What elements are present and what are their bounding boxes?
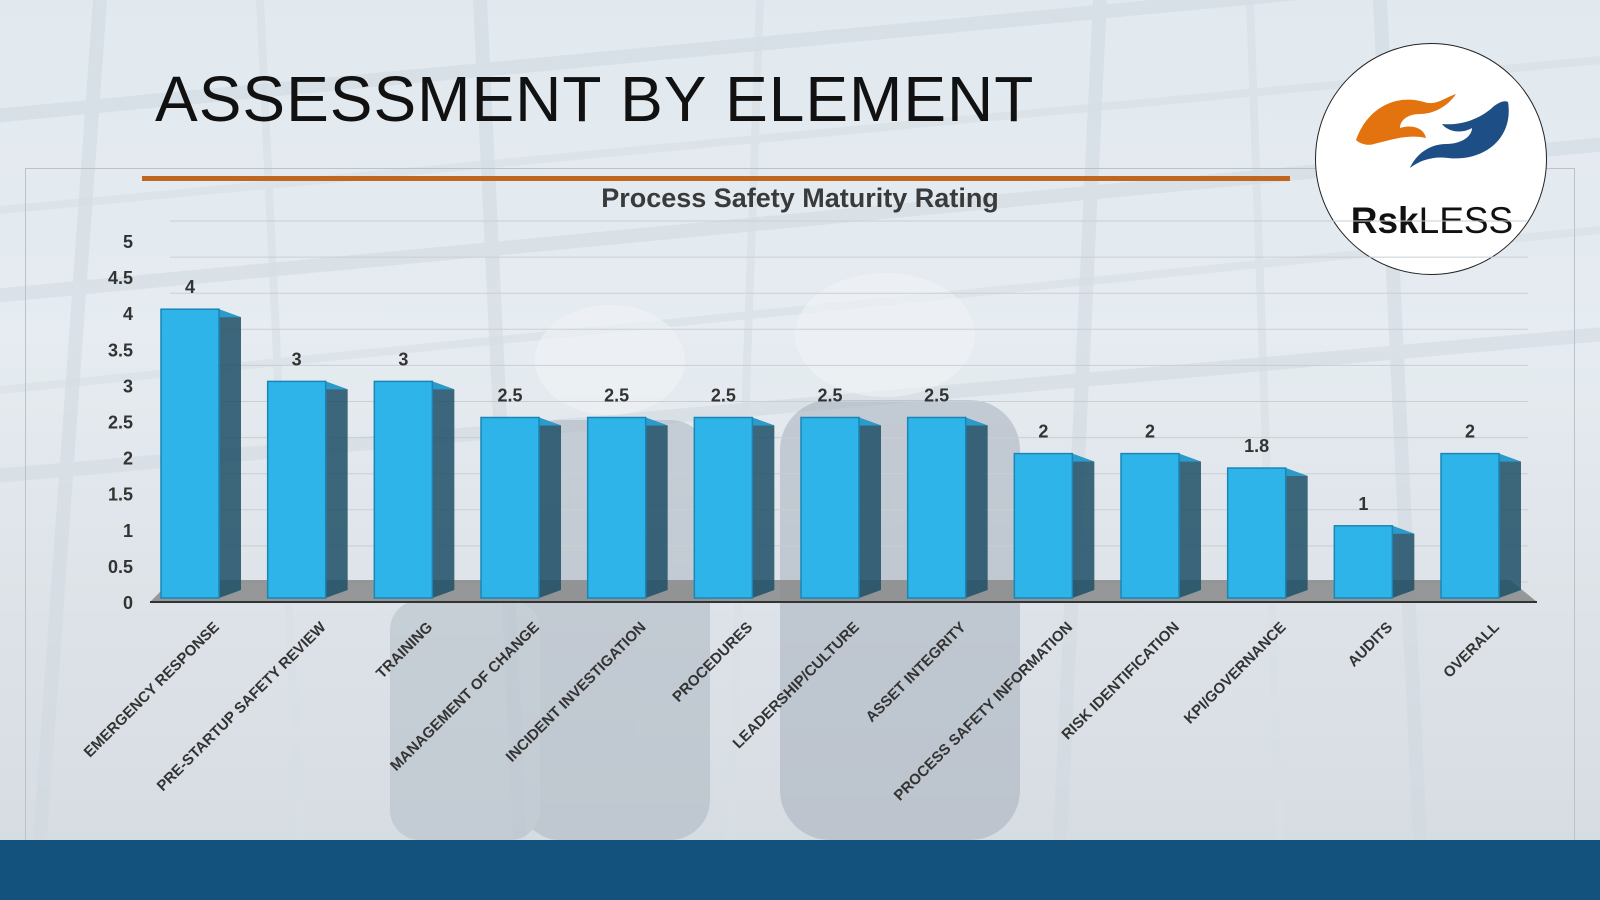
bar-front — [1333, 525, 1394, 599]
bar-front — [1013, 452, 1074, 599]
x-tick-label: KPI/GOVERNANCE — [1181, 619, 1290, 728]
bar-front — [586, 416, 647, 599]
bar-side — [1179, 453, 1201, 598]
data-label: 4 — [185, 277, 195, 297]
x-tick-label: ASSET INTEGRITY — [863, 619, 970, 726]
bar-side — [752, 417, 775, 598]
bar-front — [1120, 452, 1180, 599]
bar-side — [325, 381, 348, 598]
x-tick-label: PROCEDURES — [669, 619, 756, 706]
bar — [693, 416, 775, 599]
bar-side — [1285, 468, 1308, 598]
bar — [1440, 452, 1521, 599]
bar-front — [480, 416, 540, 599]
y-tick-label: 3 — [123, 376, 133, 396]
bar — [1226, 467, 1308, 599]
footer-bar — [0, 840, 1600, 900]
bar — [800, 416, 881, 599]
data-label: 2.5 — [817, 386, 842, 406]
data-label: 2 — [1038, 422, 1048, 442]
y-axis-ticks: 0 0.5 1 1.5 2 2.5 3 3.5 4 4.5 5 — [108, 232, 133, 613]
data-label: 2 — [1145, 422, 1155, 442]
y-tick-label: 4 — [123, 304, 133, 324]
y-tick-label: 4.5 — [108, 268, 133, 288]
bar — [480, 416, 561, 599]
bar-series — [160, 308, 1521, 599]
y-tick-label: 0 — [123, 593, 133, 613]
x-tick-label: RISK IDENTIFICATION — [1058, 619, 1182, 743]
data-label: 2.5 — [604, 386, 629, 406]
y-tick-label: 5 — [123, 232, 133, 252]
bar — [906, 416, 988, 599]
bar — [266, 380, 348, 599]
data-label: 2 — [1465, 422, 1475, 442]
data-label: 1 — [1358, 494, 1368, 514]
chart-title: Process Safety Maturity Rating — [601, 183, 999, 213]
bar-side — [539, 417, 561, 598]
bar-side — [859, 417, 881, 598]
y-tick-label: 2 — [123, 449, 133, 469]
x-tick-label: OVERALL — [1440, 619, 1503, 682]
bar-side — [1072, 453, 1095, 598]
bar-front — [1440, 452, 1500, 599]
x-tick-label: AUDITS — [1345, 619, 1397, 671]
bar-front — [373, 380, 434, 599]
x-tick-label: TRAINING — [373, 619, 436, 682]
x-tick-label: PROCESS SAFETY INFORMATION — [891, 619, 1076, 804]
y-tick-label: 1 — [123, 521, 133, 541]
logo-hands-icon — [1356, 94, 1509, 168]
bar-front — [160, 308, 220, 599]
data-label: 2.5 — [924, 386, 949, 406]
data-label: 2.5 — [497, 386, 522, 406]
data-label: 3 — [398, 349, 408, 369]
y-tick-label: 1.5 — [108, 485, 133, 505]
data-label: 1.8 — [1244, 436, 1269, 456]
data-label: 3 — [292, 349, 302, 369]
bar-chart: 0 0.5 1 1.5 2 2.5 3 3.5 4 4.5 5 4 3 3 2.5 2.5 2.5 2.5 2.5… — [81, 183, 1537, 804]
x-tick-label: PRE-STARTUP SAFETY REVIEW — [154, 618, 330, 794]
bar-front — [266, 380, 327, 599]
y-tick-label: 2.5 — [108, 413, 133, 433]
bar-front — [800, 416, 860, 599]
bar — [1333, 525, 1415, 599]
bar — [1013, 452, 1095, 599]
bar-side — [1392, 525, 1415, 598]
bar-side — [965, 417, 988, 598]
bar-front — [906, 416, 967, 599]
bar-front — [1226, 467, 1287, 599]
title-underline — [142, 176, 1290, 181]
data-labels: 4 3 3 2.5 2.5 2.5 2.5 2.5 2 2 1.8 1 2 — [185, 277, 1475, 514]
rskless-logo: RskLESS — [1315, 43, 1547, 275]
bar — [160, 308, 241, 599]
bar — [1120, 452, 1201, 599]
bar-side — [1499, 453, 1521, 598]
bar-side — [645, 417, 668, 598]
slide-title: ASSESSMENT BY ELEMENT — [155, 63, 1035, 135]
bar — [373, 380, 455, 599]
y-tick-label: 0.5 — [108, 557, 133, 577]
bar-side — [219, 309, 241, 598]
x-tick-label: LEADERSHIP/CULTURE — [730, 619, 863, 752]
y-tick-label: 3.5 — [108, 340, 133, 360]
data-label: 2.5 — [711, 386, 736, 406]
bar-side — [432, 381, 455, 598]
bar — [586, 416, 668, 599]
bar-front — [693, 416, 754, 599]
